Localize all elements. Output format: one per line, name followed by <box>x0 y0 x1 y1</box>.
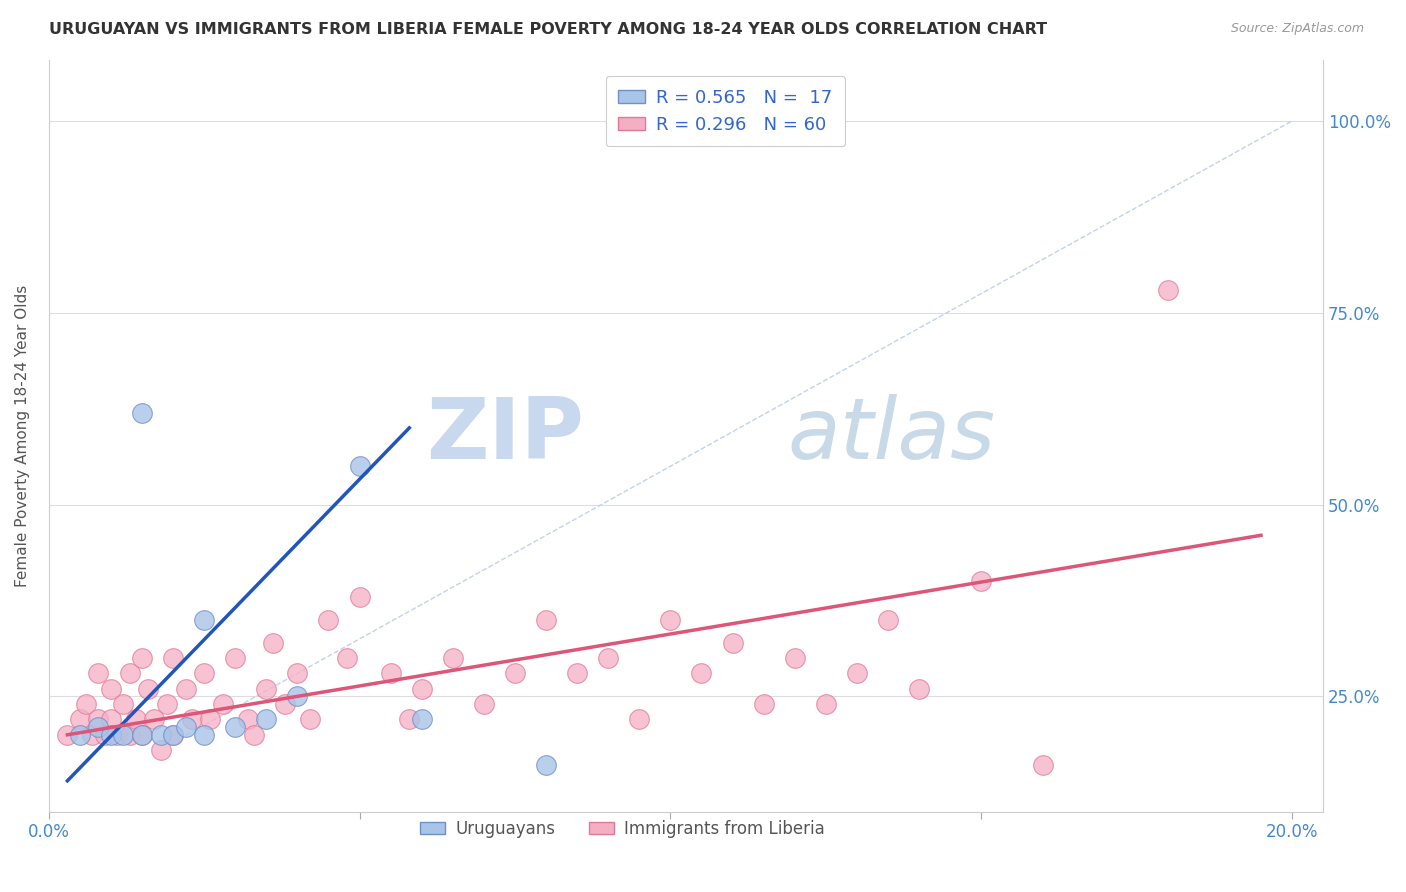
Point <box>149 728 172 742</box>
Point <box>193 613 215 627</box>
Legend: Uruguayans, Immigrants from Liberia: Uruguayans, Immigrants from Liberia <box>413 814 831 845</box>
Point <box>180 713 202 727</box>
Point <box>93 728 115 742</box>
Point <box>336 651 359 665</box>
Point <box>211 697 233 711</box>
Point <box>503 666 526 681</box>
Point <box>690 666 713 681</box>
Point <box>598 651 620 665</box>
Point <box>193 728 215 742</box>
Point <box>970 574 993 589</box>
Point <box>274 697 297 711</box>
Point <box>877 613 900 627</box>
Point <box>87 720 110 734</box>
Point <box>162 651 184 665</box>
Point <box>534 613 557 627</box>
Point <box>87 713 110 727</box>
Point <box>118 666 141 681</box>
Point <box>318 613 340 627</box>
Point <box>752 697 775 711</box>
Point <box>565 666 588 681</box>
Point <box>100 713 122 727</box>
Point <box>174 681 197 696</box>
Point <box>75 697 97 711</box>
Point <box>845 666 868 681</box>
Point <box>534 758 557 772</box>
Point <box>193 666 215 681</box>
Point <box>411 713 433 727</box>
Point <box>254 681 277 696</box>
Text: ZIP: ZIP <box>426 394 583 477</box>
Point <box>349 459 371 474</box>
Point <box>131 405 153 419</box>
Point <box>162 728 184 742</box>
Point <box>349 590 371 604</box>
Point <box>628 713 651 727</box>
Point <box>659 613 682 627</box>
Point <box>69 728 91 742</box>
Point <box>262 636 284 650</box>
Text: URUGUAYAN VS IMMIGRANTS FROM LIBERIA FEMALE POVERTY AMONG 18-24 YEAR OLDS CORREL: URUGUAYAN VS IMMIGRANTS FROM LIBERIA FEM… <box>49 22 1047 37</box>
Point <box>721 636 744 650</box>
Y-axis label: Female Poverty Among 18-24 Year Olds: Female Poverty Among 18-24 Year Olds <box>15 285 30 587</box>
Point <box>56 728 79 742</box>
Point <box>814 697 837 711</box>
Point <box>125 713 148 727</box>
Point <box>254 713 277 727</box>
Point <box>243 728 266 742</box>
Point <box>69 713 91 727</box>
Point <box>82 728 104 742</box>
Point <box>1032 758 1054 772</box>
Point <box>143 713 166 727</box>
Point <box>298 713 321 727</box>
Point <box>100 681 122 696</box>
Point <box>472 697 495 711</box>
Point <box>87 666 110 681</box>
Point <box>136 681 159 696</box>
Point <box>118 728 141 742</box>
Point <box>100 728 122 742</box>
Text: atlas: atlas <box>787 394 995 477</box>
Point <box>149 743 172 757</box>
Point <box>162 728 184 742</box>
Point <box>287 666 309 681</box>
Point <box>441 651 464 665</box>
Point <box>236 713 259 727</box>
Point <box>112 697 135 711</box>
Point <box>105 728 128 742</box>
Text: Source: ZipAtlas.com: Source: ZipAtlas.com <box>1230 22 1364 36</box>
Point <box>1157 283 1180 297</box>
Point <box>174 720 197 734</box>
Point <box>131 728 153 742</box>
Point <box>224 720 246 734</box>
Point <box>200 713 222 727</box>
Point <box>131 728 153 742</box>
Point <box>411 681 433 696</box>
Point <box>156 697 179 711</box>
Point <box>398 713 420 727</box>
Point <box>224 651 246 665</box>
Point <box>287 690 309 704</box>
Point <box>131 651 153 665</box>
Point <box>908 681 931 696</box>
Point <box>380 666 402 681</box>
Point <box>112 728 135 742</box>
Point <box>783 651 806 665</box>
